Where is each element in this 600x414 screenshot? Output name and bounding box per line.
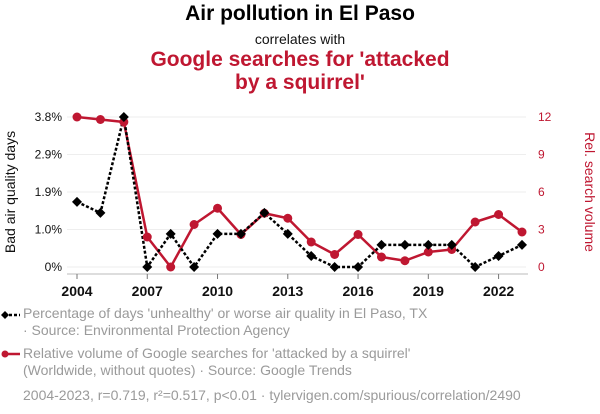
x-tick-label: 2022 [483, 283, 514, 299]
data-point-air-quality [353, 262, 364, 272]
x-tick-label: 2007 [132, 283, 163, 299]
x-tick-label: 2019 [413, 283, 444, 299]
y-tick-label-left: 0% [45, 260, 63, 274]
data-point-air-quality [189, 262, 200, 272]
chart-title-secondary: Google searches for 'attacked by a squir… [0, 48, 600, 94]
data-point-air-quality [235, 228, 246, 239]
y-tick-label-left: 1.9% [35, 185, 63, 199]
y-tick-label-left: 2.9% [35, 148, 63, 162]
data-point-searches [517, 227, 527, 237]
x-tick-label: 2004 [61, 283, 92, 299]
y-axis-label-right: Rel. search volume [582, 132, 598, 252]
chart-title-secondary-line2: by a squirrel' [235, 71, 365, 94]
data-point-searches [283, 213, 293, 223]
data-point-air-quality [72, 196, 82, 207]
y-axis-label-left: Bad air quality days [2, 131, 18, 253]
y-tick-label-left: 3.8% [35, 110, 63, 124]
data-point-searches [423, 247, 433, 257]
grid-lines [67, 116, 526, 268]
legend-air-quality-line1: Percentage of days 'unhealthy' or worse … [23, 305, 428, 321]
chart-title: Air pollution in El Paso [185, 2, 415, 25]
data-point-air-quality [212, 228, 223, 239]
data-point-air-quality [399, 239, 410, 250]
data-point-searches [306, 237, 316, 247]
data-point-air-quality [493, 250, 504, 261]
legend-searches-line1: Relative volume of Google searches for '… [23, 345, 411, 361]
y-tick-label-right: 6 [538, 185, 545, 199]
data-point-searches [376, 252, 386, 262]
data-point-air-quality [165, 228, 176, 239]
chart-title-secondary-line1: Google searches for 'attacked [150, 48, 450, 71]
data-point-air-quality [142, 262, 153, 272]
chart-subtitle: correlates with [254, 31, 346, 47]
axes: 0% 1.0% 1.9% 2.9% 3.8% 0 3 6 9 12 2004 2007 2010 2013… [35, 110, 552, 299]
x-tick-label: 2016 [342, 283, 373, 299]
data-point-air-quality [118, 112, 129, 122]
legend-marker-searches [1, 350, 9, 358]
legend-air-quality-line2: · Source: Environmental Protection Agenc… [23, 322, 290, 338]
data-point-searches [72, 112, 82, 122]
legend-marker-air-quality [1, 311, 9, 319]
y-tick-label-right: 3 [538, 223, 545, 237]
data-point-air-quality [423, 239, 434, 250]
data-point-searches [166, 262, 176, 272]
legend-label-air-quality: Percentage of days 'unhealthy' or worse … [23, 305, 427, 339]
x-tick-label: 2013 [272, 283, 303, 299]
data-point-searches [494, 210, 504, 219]
data-point-searches [189, 220, 199, 229]
data-point-searches [330, 250, 340, 259]
footer-stats: 2004-2023, r=0.719, r²=0.517, p<0.01 · t… [23, 387, 521, 403]
data-point-searches [353, 230, 363, 239]
data-point-searches [213, 203, 223, 213]
y-tick-label-right: 0 [538, 260, 545, 274]
y-tick-label-right: 9 [538, 148, 545, 162]
data-point-air-quality [470, 262, 481, 272]
data-point-air-quality [306, 250, 317, 261]
y-tick-label-right: 12 [538, 110, 552, 124]
data-point-air-quality [282, 228, 293, 239]
x-tick-label: 2010 [202, 283, 233, 299]
data-point-air-quality [259, 207, 270, 218]
data-point-searches [95, 115, 105, 124]
data-point-air-quality [517, 239, 527, 250]
data-point-searches [142, 232, 152, 242]
data-point-air-quality [376, 239, 387, 250]
data-point-searches [400, 256, 410, 266]
data-point-air-quality [446, 239, 457, 250]
series-markers [72, 112, 527, 272]
data-point-air-quality [95, 207, 106, 218]
y-tick-label-left: 1.0% [35, 223, 63, 237]
legend-icons [1, 311, 20, 358]
data-point-air-quality [329, 262, 340, 272]
legend-label-searches: Relative volume of Google searches for '… [23, 345, 410, 379]
data-point-searches [470, 217, 480, 227]
legend-searches-line2: (Worldwide, without quotes) · Source: Go… [23, 362, 352, 378]
series-line-air-quality [76, 116, 523, 271]
